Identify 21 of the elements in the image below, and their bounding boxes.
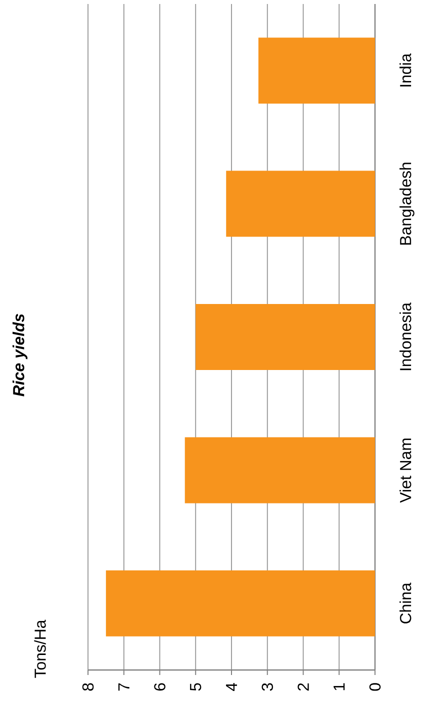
- y-tick-label: Bangladesh: [400, 162, 414, 245]
- y-tick-label: India: [400, 53, 412, 86]
- bar: [196, 304, 375, 370]
- x-tick-label: 7: [118, 683, 130, 691]
- bar: [258, 38, 375, 104]
- x-tick-label: 0: [369, 683, 381, 691]
- bar: [226, 170, 375, 237]
- y-tick-label: China: [400, 582, 412, 624]
- bar: [184, 437, 375, 504]
- y-tick-label: Viet Nam: [400, 438, 412, 503]
- text: Tons/Ha: [34, 620, 46, 678]
- x-tick-label: 5: [190, 683, 202, 691]
- x-tick-label: 1: [334, 683, 345, 690]
- x-tick-label: 3: [262, 683, 274, 691]
- x-tick-label: 6: [154, 683, 166, 691]
- y-tick-label: Indonesia: [400, 302, 412, 370]
- text: Rice yields: [12, 314, 28, 396]
- x-tick-label: 8: [82, 683, 94, 691]
- bar: [106, 570, 375, 636]
- x-tick-label: 4: [226, 682, 237, 692]
- x-tick-label: 2: [298, 683, 309, 691]
